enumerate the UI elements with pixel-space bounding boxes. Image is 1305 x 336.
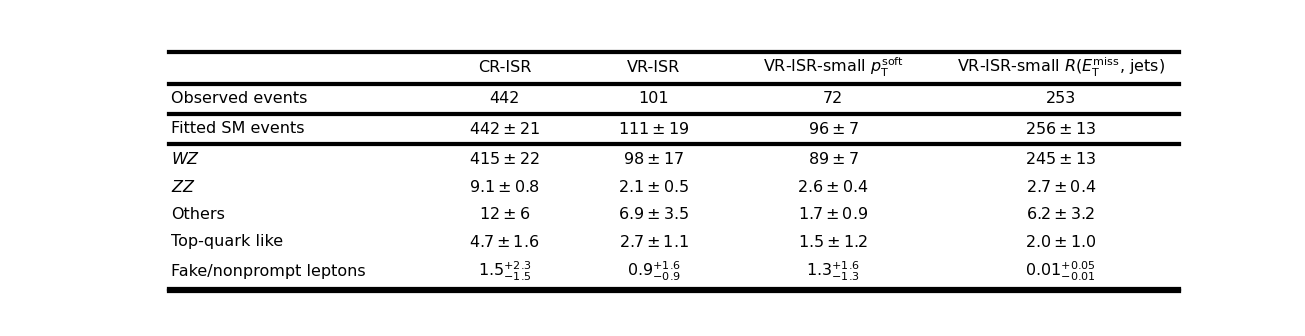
Text: $245 \pm 13$: $245 \pm 13$ <box>1026 151 1096 167</box>
Text: $0.9^{+1.6}_{-0.9}$: $0.9^{+1.6}_{-0.9}$ <box>626 260 681 283</box>
Text: $WZ$: $WZ$ <box>171 151 200 167</box>
Text: VR-ISR-small $p_{\mathrm{T}}^{\mathrm{soft}}$: VR-ISR-small $p_{\mathrm{T}}^{\mathrm{so… <box>762 56 903 80</box>
Text: $2.1 \pm 0.5$: $2.1 \pm 0.5$ <box>619 179 689 195</box>
Text: Fake/nonprompt leptons: Fake/nonprompt leptons <box>171 264 365 279</box>
Text: Fitted SM events: Fitted SM events <box>171 121 304 136</box>
Text: Others: Others <box>171 207 224 222</box>
Text: $111 \pm 19$: $111 \pm 19$ <box>619 121 689 137</box>
Text: $89 \pm 7$: $89 \pm 7$ <box>808 151 859 167</box>
Text: $12 \pm 6$: $12 \pm 6$ <box>479 206 530 222</box>
Text: $1.7 \pm 0.9$: $1.7 \pm 0.9$ <box>799 206 868 222</box>
Text: $415 \pm 22$: $415 \pm 22$ <box>468 151 540 167</box>
Text: $9.1 \pm 0.8$: $9.1 \pm 0.8$ <box>468 179 540 195</box>
Text: 72: 72 <box>823 91 843 107</box>
Text: Top-quark like: Top-quark like <box>171 235 283 250</box>
Text: 442: 442 <box>489 91 519 107</box>
Text: $442 \pm 21$: $442 \pm 21$ <box>468 121 540 137</box>
Text: 253: 253 <box>1045 91 1075 107</box>
Text: $98 \pm 17$: $98 \pm 17$ <box>624 151 684 167</box>
Text: $256 \pm 13$: $256 \pm 13$ <box>1026 121 1096 137</box>
Text: $2.7 \pm 1.1$: $2.7 \pm 1.1$ <box>619 234 689 250</box>
Text: VR-ISR: VR-ISR <box>626 60 680 75</box>
Text: Observed events: Observed events <box>171 91 308 107</box>
Text: VR-ISR-small $R(E_{\mathrm{T}}^{\mathrm{miss}}$, jets): VR-ISR-small $R(E_{\mathrm{T}}^{\mathrm{… <box>957 56 1165 80</box>
Text: $1.3^{+1.6}_{-1.3}$: $1.3^{+1.6}_{-1.3}$ <box>806 260 860 283</box>
Text: $2.6 \pm 0.4$: $2.6 \pm 0.4$ <box>797 179 869 195</box>
Text: $1.5 \pm 1.2$: $1.5 \pm 1.2$ <box>799 234 868 250</box>
Text: $0.01^{+0.05}_{-0.01}$: $0.01^{+0.05}_{-0.01}$ <box>1026 260 1096 283</box>
Text: $1.5^{+2.3}_{-1.5}$: $1.5^{+2.3}_{-1.5}$ <box>478 260 531 283</box>
Text: $4.7 \pm 1.6$: $4.7 \pm 1.6$ <box>470 234 539 250</box>
Text: $6.2 \pm 3.2$: $6.2 \pm 3.2$ <box>1026 206 1095 222</box>
Text: $ZZ$: $ZZ$ <box>171 179 196 195</box>
Text: CR-ISR: CR-ISR <box>478 60 531 75</box>
Text: $2.0 \pm 1.0$: $2.0 \pm 1.0$ <box>1024 234 1096 250</box>
Text: $96 \pm 7$: $96 \pm 7$ <box>808 121 859 137</box>
Text: $6.9 \pm 3.5$: $6.9 \pm 3.5$ <box>619 206 689 222</box>
Text: $2.7 \pm 0.4$: $2.7 \pm 0.4$ <box>1026 179 1096 195</box>
Text: 101: 101 <box>638 91 669 107</box>
